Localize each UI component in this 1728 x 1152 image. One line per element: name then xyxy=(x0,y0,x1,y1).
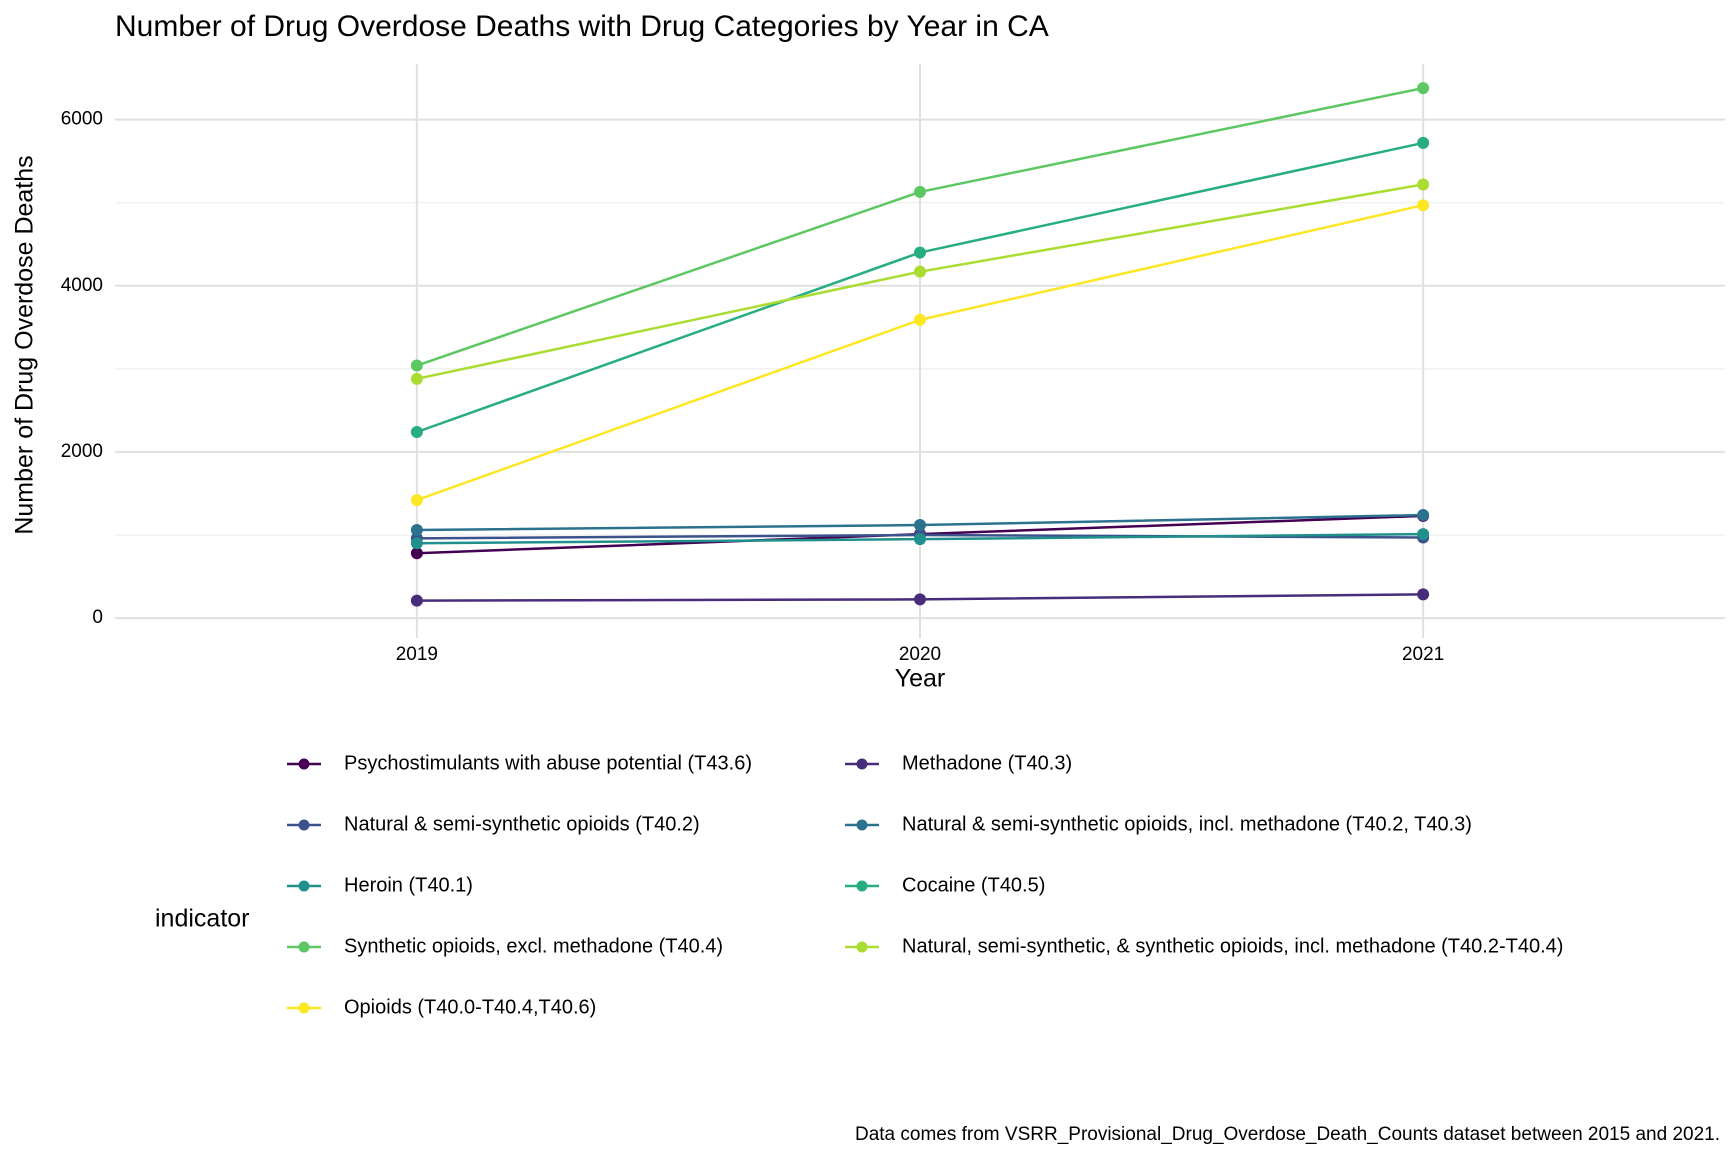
y-axis-label: Number of Drug Overdose Deaths xyxy=(11,155,39,534)
data-point xyxy=(1417,136,1430,149)
data-point xyxy=(914,185,926,198)
legend-key-point xyxy=(856,941,868,953)
y-tick-label: 2000 xyxy=(61,441,103,462)
legend-key-point xyxy=(856,880,868,892)
data-point xyxy=(1417,82,1430,95)
data-point xyxy=(914,246,926,259)
legend-label: Methadone (T40.3) xyxy=(902,752,1072,774)
data-point xyxy=(1417,528,1430,541)
legend-key-point xyxy=(298,880,310,892)
legend-label: Natural & semi-synthetic opioids, incl. … xyxy=(902,813,1472,835)
data-point xyxy=(410,372,423,385)
legend-key-point xyxy=(298,819,310,831)
data-point xyxy=(914,593,926,606)
data-point xyxy=(410,547,423,560)
legend-key-point xyxy=(298,1002,310,1014)
y-tick-label: 0 xyxy=(92,607,103,628)
x-tick-label: 2020 xyxy=(899,644,941,665)
legend-label: Natural & semi-synthetic opioids (T40.2) xyxy=(344,813,700,835)
data-point xyxy=(914,519,926,532)
x-tick-label: 2021 xyxy=(1402,644,1444,665)
legend-label: Natural, semi-synthetic, & synthetic opi… xyxy=(902,935,1563,957)
x-axis-label: Year xyxy=(895,665,946,693)
data-point xyxy=(1417,178,1430,191)
data-point xyxy=(410,359,423,372)
data-point xyxy=(1417,588,1430,601)
legend-label: Heroin (T40.1) xyxy=(344,874,473,896)
data-point xyxy=(410,537,423,550)
legend-label: Psychostimulants with abuse potential (T… xyxy=(344,752,752,774)
data-point xyxy=(410,494,423,507)
caption: Data comes from VSRR_Provisional_Drug_Ov… xyxy=(855,1124,1720,1145)
data-point xyxy=(410,594,423,607)
y-tick-label: 6000 xyxy=(61,109,103,130)
legend-label: Cocaine (T40.5) xyxy=(902,874,1045,896)
chart-title: Number of Drug Overdose Deaths with Drug… xyxy=(115,10,1049,43)
data-point xyxy=(914,313,926,326)
legend-title: indicator xyxy=(155,905,250,933)
legend-label: Synthetic opioids, excl. methadone (T40.… xyxy=(344,935,723,957)
data-point xyxy=(410,425,423,438)
data-point xyxy=(1417,199,1430,212)
x-tick-label: 2019 xyxy=(396,644,438,665)
y-tick-label: 4000 xyxy=(61,275,103,296)
legend-label: Opioids (T40.0-T40.4,T40.6) xyxy=(344,996,596,1018)
data-point xyxy=(410,524,423,537)
legend-key-point xyxy=(298,941,310,953)
data-point xyxy=(914,533,926,546)
data-point xyxy=(1417,509,1430,522)
data-point xyxy=(914,265,926,278)
legend-key-point xyxy=(856,758,868,770)
legend-key-point xyxy=(298,758,310,770)
legend-key-point xyxy=(856,819,868,831)
